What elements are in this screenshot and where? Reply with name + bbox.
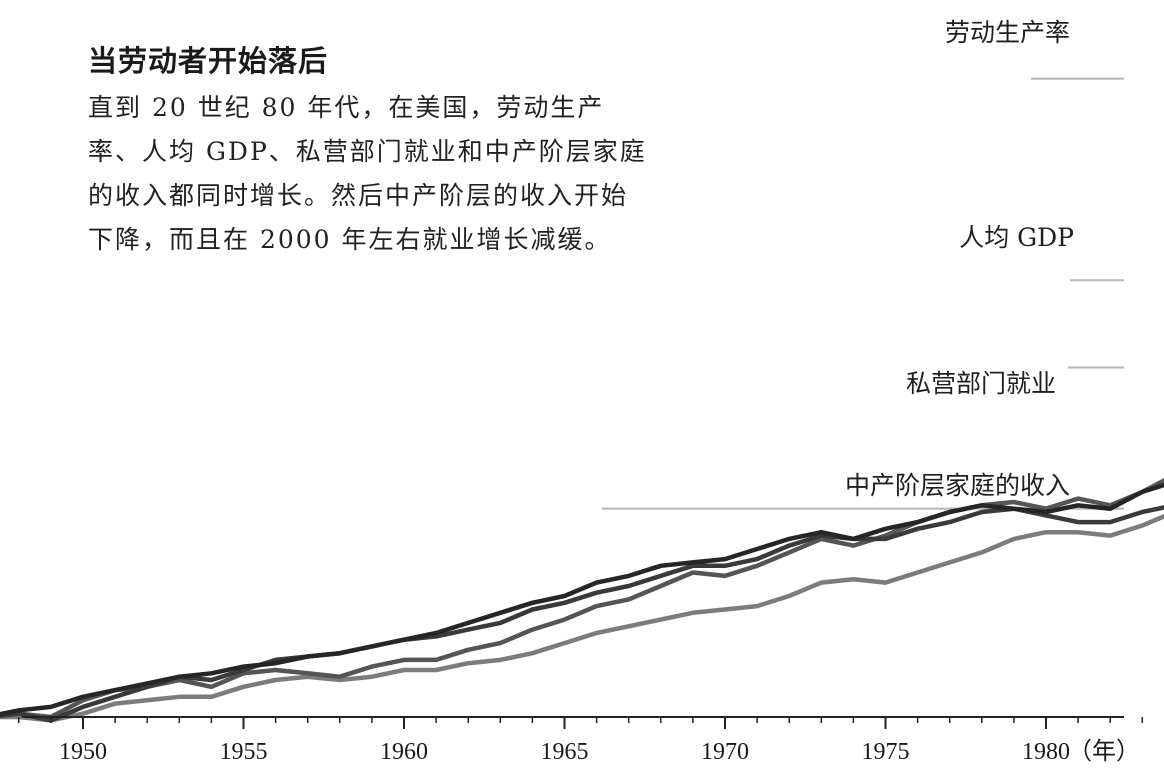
reference-lines (602, 77, 1124, 510)
series-label-1: 劳动生产率 (945, 18, 1070, 47)
x-tick-label-1970: 1970 (701, 739, 749, 765)
chart-title: 当劳动者开始落后 (88, 44, 329, 78)
x-axis-ticks: 1950195519601965197019751980198519901995… (18, 717, 1144, 765)
series-lines (0, 478, 1164, 723)
x-axis-unit-label: （年） (1068, 738, 1140, 765)
x-tick-label-1950: 1950 (59, 739, 107, 765)
x-tick-label-1955: 1955 (220, 739, 268, 765)
x-tick-label-1965: 1965 (541, 739, 589, 765)
x-tick-label-1980: 1980 (1022, 739, 1070, 765)
series-label-2: 人均 GDP (959, 223, 1074, 252)
series-label-3: 私营部门就业 (906, 369, 1056, 398)
series-line-2 (0, 478, 1164, 720)
chart-description: 直到 20 世纪 80 年代，在美国，劳动生产率、人均 GDP、私营部门就业和中… (88, 93, 647, 254)
series-line-3 (0, 513, 1164, 723)
x-tick-label-1975: 1975 (862, 739, 910, 765)
x-tick-label-1960: 1960 (380, 739, 428, 765)
series-label-4: 中产阶层家庭的收入 (845, 471, 1070, 500)
series-line-1 (0, 482, 1164, 717)
